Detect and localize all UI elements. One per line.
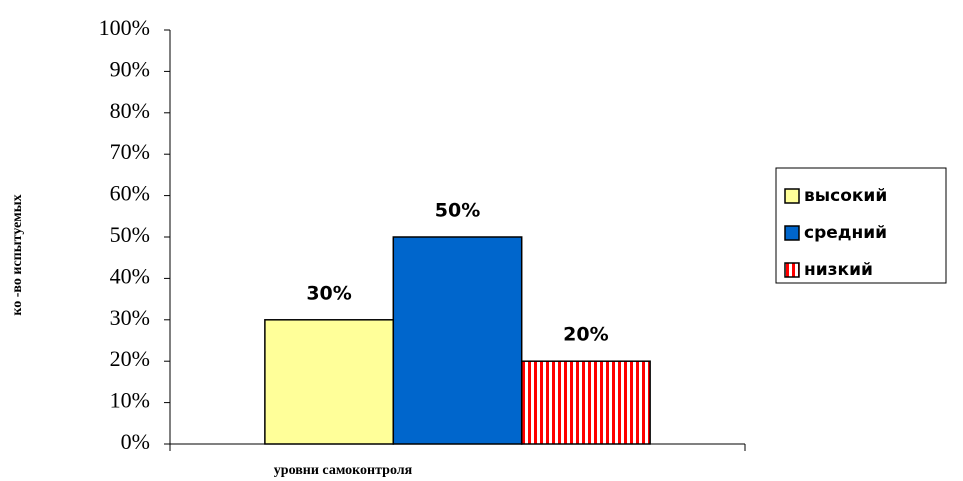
y-tick-label: 10% <box>110 388 150 413</box>
legend-label: высокий <box>804 186 887 206</box>
legend-swatch <box>784 188 800 204</box>
y-tick-label: 70% <box>110 139 150 164</box>
legend-swatch <box>784 262 800 278</box>
value-label: 30% <box>306 282 351 304</box>
x-axis-title: уровни самоконтроля <box>274 463 413 478</box>
bar <box>520 360 651 445</box>
y-tick-label: 50% <box>110 222 150 247</box>
y-tick-label: 40% <box>110 263 150 288</box>
legend-swatch <box>784 225 800 241</box>
y-tick-label: 90% <box>110 56 150 81</box>
y-axis-title: ко -во испытуемых <box>10 194 25 315</box>
bar <box>392 236 523 445</box>
value-label: 50% <box>435 200 480 222</box>
y-tick-label: 60% <box>110 181 150 206</box>
legend-box <box>775 167 947 284</box>
y-tick-label: 30% <box>110 305 150 330</box>
y-tick-label: 80% <box>110 98 150 123</box>
bar <box>264 319 395 445</box>
y-tick-label: 20% <box>110 346 150 371</box>
value-label: 20% <box>563 324 608 346</box>
legend-label: средний <box>804 223 887 243</box>
y-tick-label: 0% <box>121 429 150 454</box>
y-tick-label: 100% <box>99 15 150 40</box>
legend-label: низкий <box>804 260 873 280</box>
